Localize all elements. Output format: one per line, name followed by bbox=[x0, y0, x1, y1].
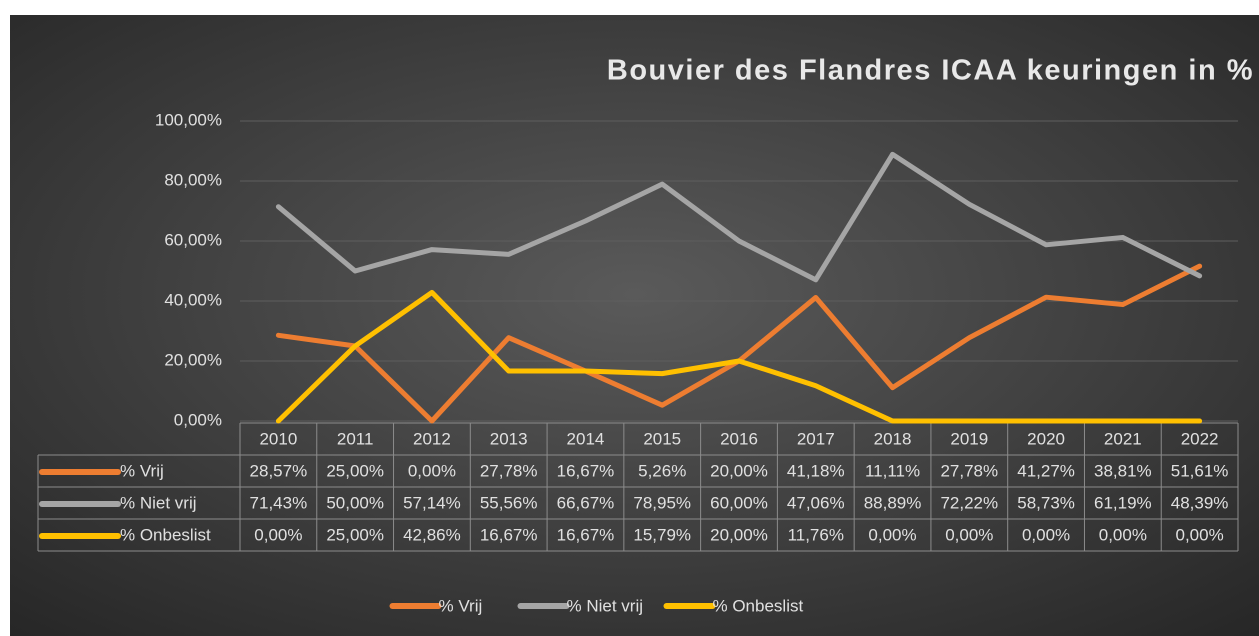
chart-background bbox=[10, 15, 1259, 636]
x-tick-label: 2019 bbox=[950, 429, 988, 448]
table-series-name: % Niet vrij bbox=[120, 493, 197, 512]
data-label: 0,00% bbox=[1176, 525, 1224, 544]
series-line bbox=[275, 289, 1203, 424]
data-label: 55,56% bbox=[480, 493, 538, 512]
data-label: 20,00% bbox=[710, 525, 768, 544]
y-tick-label: 0,00% bbox=[174, 410, 222, 429]
data-label: 0,00% bbox=[254, 525, 302, 544]
data-label: 27,78% bbox=[940, 461, 998, 480]
data-label: 0,00% bbox=[1099, 525, 1147, 544]
legend-label: % Vrij bbox=[439, 596, 483, 615]
data-label: 61,19% bbox=[1094, 493, 1152, 512]
data-label: 60,00% bbox=[710, 493, 768, 512]
data-label: 50,00% bbox=[326, 493, 384, 512]
data-label: 0,00% bbox=[1022, 525, 1070, 544]
data-label: 51,61% bbox=[1171, 461, 1229, 480]
y-tick-label: 80,00% bbox=[164, 170, 222, 189]
data-label: 0,00% bbox=[868, 525, 916, 544]
data-label: 48,39% bbox=[1171, 493, 1229, 512]
x-tick-label: 2017 bbox=[797, 429, 835, 448]
data-label: 25,00% bbox=[326, 525, 384, 544]
x-tick-label: 2010 bbox=[259, 429, 297, 448]
data-label: 78,95% bbox=[633, 493, 691, 512]
data-label: 27,78% bbox=[480, 461, 538, 480]
data-label: 0,00% bbox=[945, 525, 993, 544]
data-label: 0,00% bbox=[408, 461, 456, 480]
data-label: 38,81% bbox=[1094, 461, 1152, 480]
x-tick-label: 2014 bbox=[567, 429, 605, 448]
x-tick-label: 2016 bbox=[720, 429, 758, 448]
data-label: 16,67% bbox=[480, 525, 538, 544]
data-label: 16,67% bbox=[557, 461, 615, 480]
data-label: 20,00% bbox=[710, 461, 768, 480]
data-label: 57,14% bbox=[403, 493, 461, 512]
chart-title: Bouvier des Flandres ICAA keuringen in % bbox=[607, 55, 1254, 87]
data-label: 11,11% bbox=[865, 461, 920, 480]
x-tick-label: 2011 bbox=[337, 429, 374, 448]
legend-label: % Niet vrij bbox=[567, 596, 644, 615]
data-label: 72,22% bbox=[940, 493, 998, 512]
series-line bbox=[275, 151, 1203, 283]
data-label: 41,27% bbox=[1017, 461, 1075, 480]
data-label: 41,18% bbox=[787, 461, 845, 480]
y-tick-label: 60,00% bbox=[164, 230, 222, 249]
data-label: 5,26% bbox=[638, 461, 686, 480]
x-tick-label: 2020 bbox=[1027, 429, 1065, 448]
x-tick-label: 2013 bbox=[490, 429, 528, 448]
x-tick-label: 2015 bbox=[643, 429, 681, 448]
x-tick-label: 2021 bbox=[1104, 429, 1142, 448]
x-tick-label: 2018 bbox=[874, 429, 912, 448]
y-tick-label: 100,00% bbox=[155, 110, 222, 129]
table-series-name: % Vrij bbox=[120, 461, 164, 480]
data-label: 15,79% bbox=[633, 525, 691, 544]
data-label: 66,67% bbox=[557, 493, 615, 512]
y-tick-label: 20,00% bbox=[164, 350, 222, 369]
table-series-name: % Onbeslist bbox=[120, 525, 211, 544]
legend-label: % Onbeslist bbox=[713, 596, 804, 615]
data-label: 16,67% bbox=[557, 525, 615, 544]
data-label: 42,86% bbox=[403, 525, 461, 544]
data-label: 71,43% bbox=[250, 493, 308, 512]
x-tick-label: 2022 bbox=[1181, 429, 1219, 448]
y-tick-label: 40,00% bbox=[164, 290, 222, 309]
data-label: 88,89% bbox=[864, 493, 922, 512]
data-label: 25,00% bbox=[326, 461, 384, 480]
data-label: 28,57% bbox=[250, 461, 308, 480]
data-label: 47,06% bbox=[787, 493, 845, 512]
data-label: 58,73% bbox=[1017, 493, 1075, 512]
x-tick-label: 2012 bbox=[413, 429, 451, 448]
data-label: 11,76% bbox=[788, 525, 844, 544]
